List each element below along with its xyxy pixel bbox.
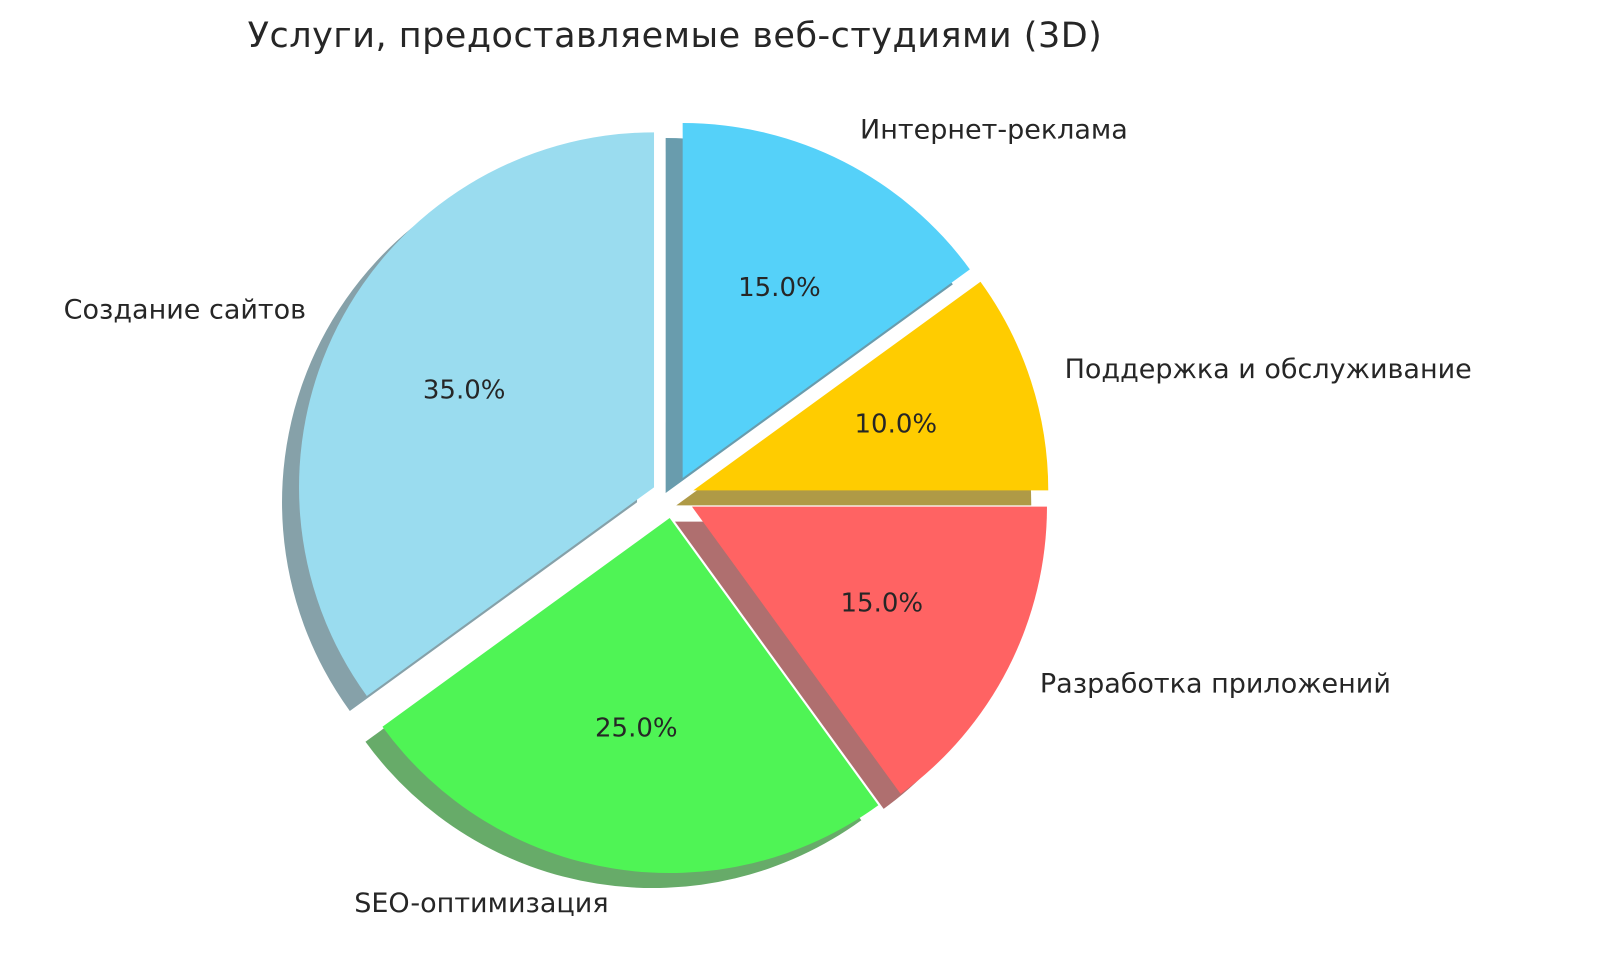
slice-label-0: Интернет-реклама	[860, 115, 1128, 146]
pct-label-1: 10.0%	[854, 410, 937, 440]
pie-slice-0	[682, 123, 970, 479]
pie-slice-1	[693, 281, 1049, 491]
pie-slice-3	[382, 518, 879, 874]
pct-label-0: 15.0%	[738, 273, 821, 303]
pie-slice-2	[691, 506, 1047, 794]
pie-slice-4	[299, 132, 655, 696]
slice-label-4: Создание сайтов	[64, 295, 306, 326]
slice-label-2: Разработка приложений	[1040, 669, 1391, 700]
chart-title: Услуги, предоставляемые веб-студиями (3D…	[247, 16, 1103, 56]
pct-label-3: 25.0%	[595, 713, 678, 743]
pct-label-2: 15.0%	[840, 588, 923, 618]
pct-label-4: 35.0%	[423, 376, 506, 406]
slice-label-1: Поддержка и обслуживание	[1065, 354, 1472, 385]
slice-label-3: SEO-оптимизация	[354, 888, 608, 919]
